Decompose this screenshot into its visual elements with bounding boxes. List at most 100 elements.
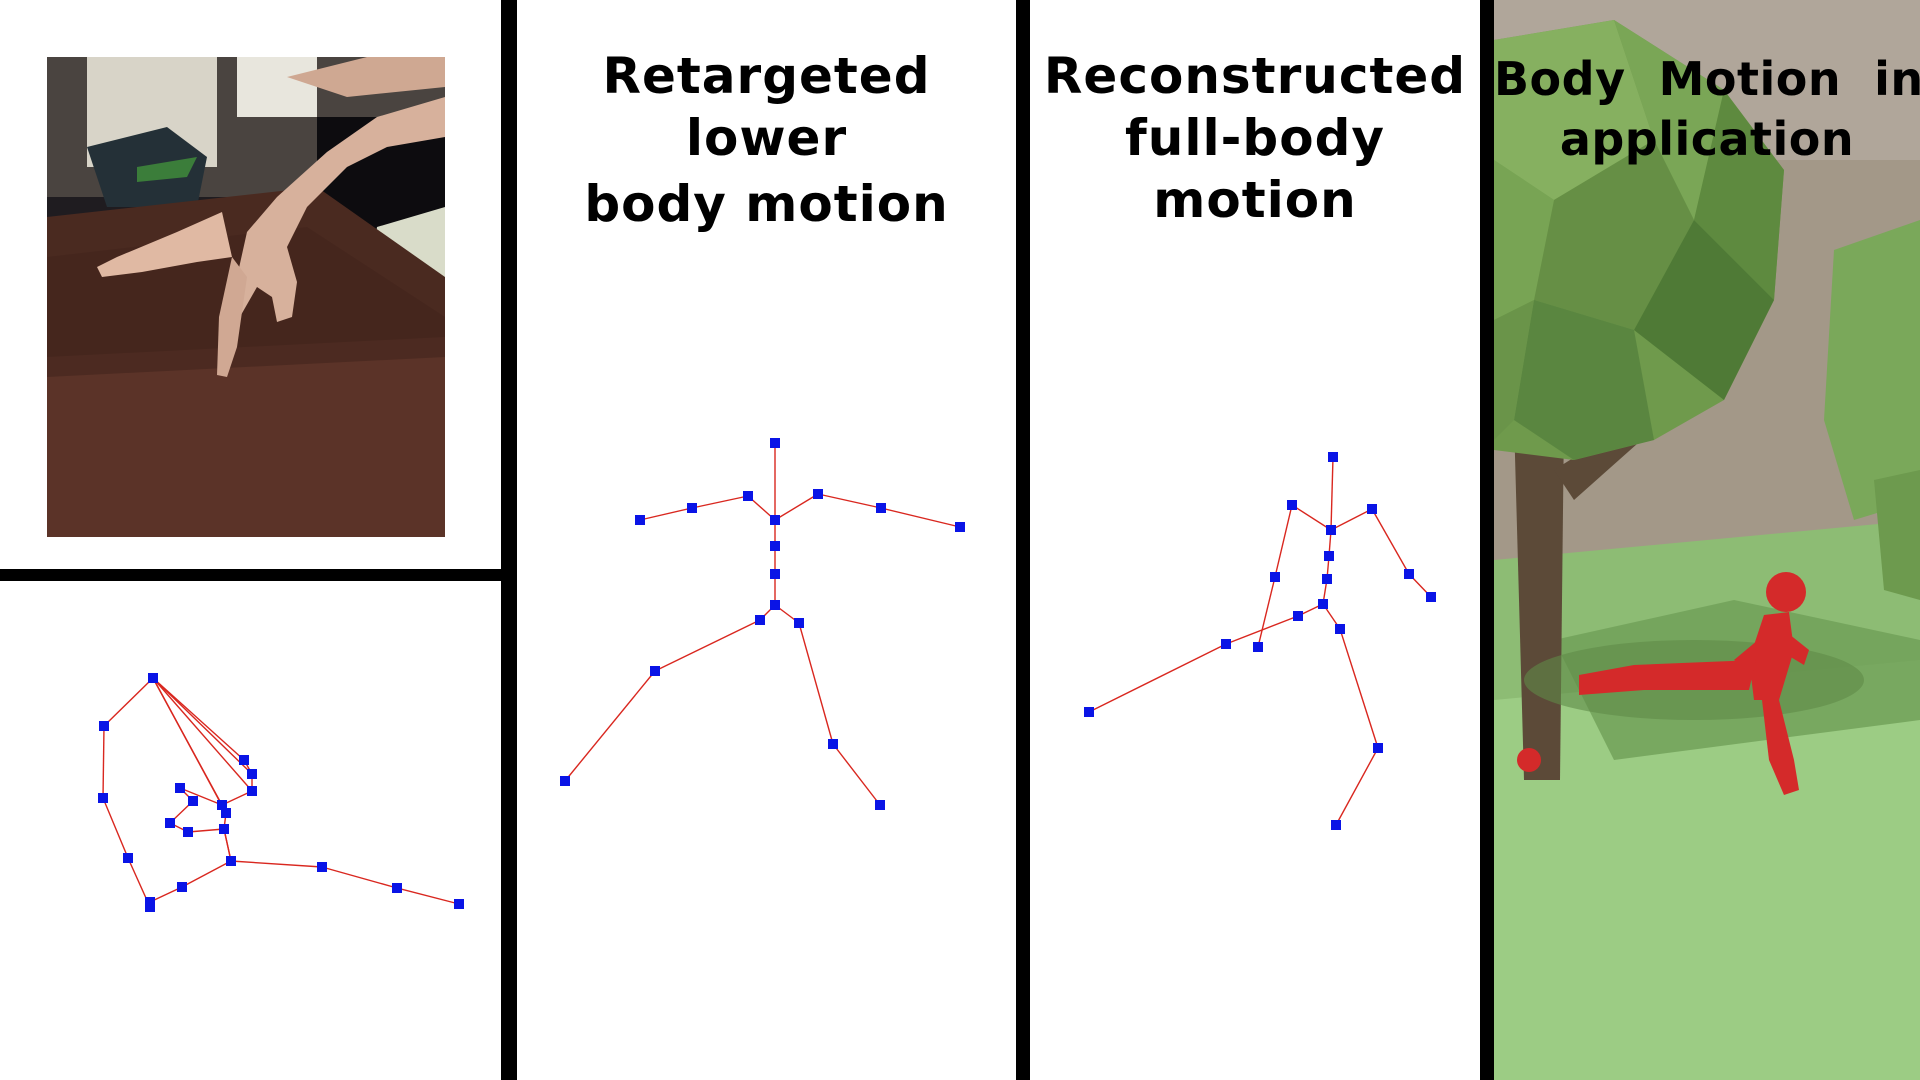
full-body-bone <box>1291 504 1332 531</box>
full-body-bone <box>1257 576 1276 648</box>
hand-joint <box>226 856 236 866</box>
lower-body-bone <box>880 507 961 528</box>
application-title: Body Motion in application <box>1494 48 1920 170</box>
lower-body-joint <box>770 541 780 551</box>
hand-joint <box>239 755 249 765</box>
hand-joint <box>175 783 185 793</box>
hand-bone <box>179 787 223 806</box>
lower-body-title-line2: body motion <box>584 175 949 233</box>
hand-joint <box>165 818 175 828</box>
hand-photo-panel <box>0 0 500 575</box>
hand-joint <box>177 882 187 892</box>
lower-body-bone <box>654 619 761 672</box>
hand-bone <box>152 677 245 761</box>
full-body-bone <box>1335 747 1379 826</box>
lower-body-joint <box>635 515 645 525</box>
full-body-panel: Reconstructed full-body motion <box>1030 0 1480 1080</box>
full-body-joint <box>1293 611 1303 621</box>
full-body-joint <box>1221 639 1231 649</box>
hand-skeleton-panel <box>0 581 501 1080</box>
hand-bone <box>230 860 323 868</box>
game-scene <box>1494 0 1920 1080</box>
full-body-title-line2: full-body motion <box>1125 109 1385 229</box>
application-panel: Body Motion in application <box>1494 0 1920 1080</box>
full-body-bone <box>1371 508 1410 575</box>
full-body-joint <box>1328 452 1338 462</box>
hand-bone <box>181 860 232 888</box>
hand-joint <box>454 899 464 909</box>
lower-body-joint <box>560 776 570 786</box>
hand-bone <box>149 886 183 903</box>
hand-bone <box>152 677 253 792</box>
full-body-bone <box>1088 643 1227 713</box>
lower-body-joint <box>770 515 780 525</box>
hand-photo <box>47 57 445 537</box>
hand-joint <box>98 793 108 803</box>
full-body-joint <box>1326 525 1336 535</box>
hand-bone <box>223 828 232 862</box>
lower-body-bone <box>798 622 834 745</box>
full-body-joint <box>1367 504 1377 514</box>
application-title-line2: application <box>1559 112 1855 166</box>
application-title-line1: Body Motion in <box>1494 52 1920 106</box>
hand-joint <box>217 800 227 810</box>
hand-joint <box>219 824 229 834</box>
hand-joint <box>99 721 109 731</box>
hand-joint <box>392 883 402 893</box>
lower-body-joint <box>650 666 660 676</box>
lower-body-joint <box>770 600 780 610</box>
lower-body-joint <box>743 491 753 501</box>
full-body-joint <box>1373 743 1383 753</box>
full-body-bone <box>1274 504 1293 578</box>
hand-joint <box>145 897 155 907</box>
hand-bone <box>102 725 105 799</box>
hand-bone <box>187 828 225 833</box>
full-body-title: Reconstructed full-body motion <box>1030 45 1480 231</box>
full-body-joint <box>1084 707 1094 717</box>
lower-body-joint <box>794 618 804 628</box>
full-body-joint <box>1318 599 1328 609</box>
lower-body-joint <box>687 503 697 513</box>
full-body-joint <box>1404 569 1414 579</box>
hand-bone <box>396 887 460 905</box>
hand-joint <box>188 796 198 806</box>
red-character <box>1517 572 1809 795</box>
lower-body-joint <box>875 800 885 810</box>
divider-1 <box>501 0 517 1080</box>
full-body-joint <box>1253 642 1263 652</box>
lower-body-joint <box>813 489 823 499</box>
divider-2 <box>1016 0 1030 1080</box>
hand-skeleton <box>98 673 464 912</box>
lower-body-bone <box>564 670 656 782</box>
hand-joint <box>247 769 257 779</box>
full-body-joint <box>1324 551 1334 561</box>
hand-joint <box>317 862 327 872</box>
hand-joint <box>247 786 257 796</box>
full-body-bone <box>1330 456 1334 531</box>
full-body-bone <box>1330 508 1373 531</box>
full-body-title-line1: Reconstructed <box>1043 47 1467 105</box>
lower-body-bone <box>817 493 882 509</box>
lower-body-skeleton <box>560 438 965 810</box>
lower-body-bone <box>832 743 881 806</box>
hand-bone <box>102 797 129 859</box>
hand-joint <box>148 673 158 683</box>
hand-bone <box>152 677 253 775</box>
full-body-joint <box>1322 574 1332 584</box>
lower-body-title-line1: Retargeted lower <box>602 47 931 167</box>
lower-body-panel: Retargeted lower body motion <box>517 0 1016 1080</box>
full-body-joint <box>1335 624 1345 634</box>
lower-body-joint <box>876 503 886 513</box>
hand-bone <box>103 677 154 727</box>
lower-body-joint <box>770 438 780 448</box>
lower-body-joint <box>828 739 838 749</box>
hand-bone <box>152 677 227 814</box>
hand-joint <box>183 827 193 837</box>
lower-body-joint <box>770 569 780 579</box>
full-body-joint <box>1426 592 1436 602</box>
lower-body-bone <box>639 507 693 521</box>
divider-3 <box>1480 0 1494 1080</box>
hand-joint <box>221 808 231 818</box>
lower-body-joint <box>755 615 765 625</box>
lower-body-title: Retargeted lower body motion <box>517 45 1016 235</box>
